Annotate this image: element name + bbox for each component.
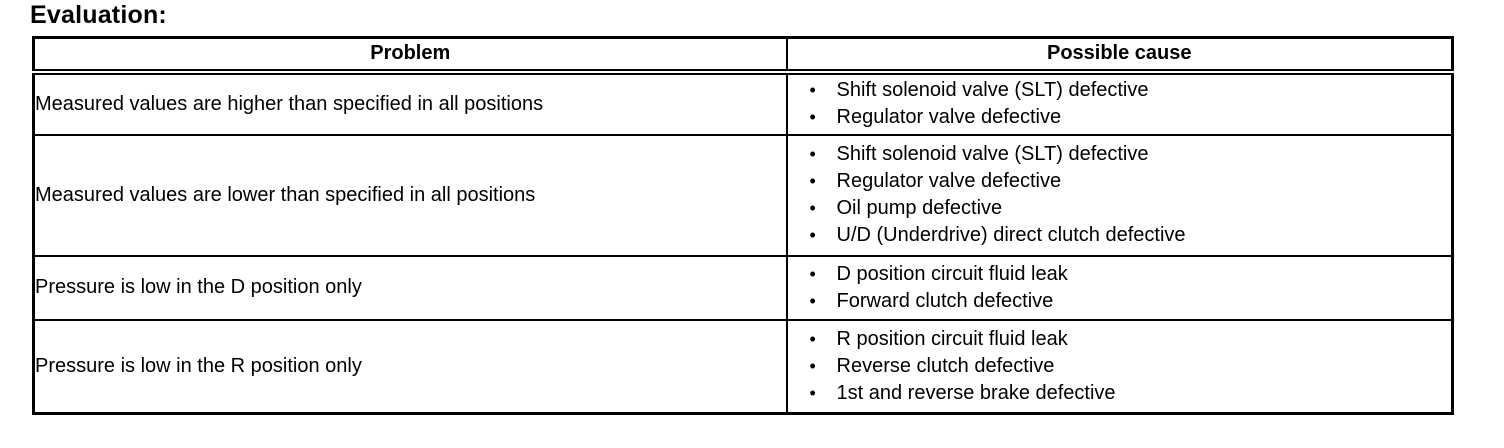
cause-text: Oil pump defective bbox=[836, 197, 1003, 219]
cause-list: • D position circuit fluid leak • Forward … bbox=[788, 261, 1452, 315]
causes-cell: • D position circuit fluid leak • Forward … bbox=[785, 254, 1454, 321]
bullet-icon: • bbox=[809, 225, 816, 245]
cause-text: 1st and reverse brake defective bbox=[836, 381, 1116, 404]
cause-item: • Regulator valve defective bbox=[788, 168, 1452, 195]
cause-item: • Forward clutch defective bbox=[788, 288, 1452, 315]
bullet-icon: • bbox=[809, 107, 816, 127]
cause-list: • Shift solenoid valve (SLT) defective • R… bbox=[788, 77, 1452, 131]
bullet-icon: • bbox=[809, 290, 816, 311]
cause-item: • Shift solenoid valve (SLT) defective bbox=[788, 77, 1452, 104]
problem-cell: Measured values are lower than specified… bbox=[32, 133, 788, 257]
bullet-icon: • bbox=[809, 198, 816, 218]
problem-cell: Pressure is low in the D position only bbox=[32, 254, 788, 321]
causes-cell: • Shift solenoid valve (SLT) defective • R… bbox=[785, 70, 1454, 136]
table-row: Measured values are lower than specified… bbox=[32, 133, 1454, 257]
cause-item: • Reverse clutch defective bbox=[788, 353, 1452, 380]
cause-item: • 1st and reverse brake defective bbox=[788, 380, 1452, 407]
cause-text: Shift solenoid valve (SLT) defective bbox=[836, 79, 1149, 101]
column-header-problem: Problem bbox=[32, 36, 788, 75]
cause-list: • Shift solenoid valve (SLT) defective • R… bbox=[788, 141, 1452, 249]
cause-text: U/D (Underdrive) direct clutch defective bbox=[836, 224, 1186, 246]
bullet-icon: • bbox=[809, 382, 816, 403]
cause-text: Reverse clutch defective bbox=[836, 354, 1055, 377]
cause-item: • Shift solenoid valve (SLT) defective bbox=[788, 141, 1452, 168]
page-title: Evaluation: bbox=[30, 1, 167, 29]
cause-text: Regulator valve defective bbox=[836, 170, 1062, 192]
causes-cell: • R position circuit fluid leak • Reverse … bbox=[785, 318, 1454, 415]
problem-cell: Pressure is low in the R position only bbox=[32, 318, 788, 415]
cause-item: • Oil pump defective bbox=[788, 195, 1452, 222]
cause-item: • Regulator valve defective bbox=[788, 104, 1452, 131]
table-row: Measured values are higher than specifie… bbox=[32, 70, 1454, 136]
table-row: Pressure is low in the R position only •… bbox=[32, 318, 1454, 415]
table-row: Pressure is low in the D position only •… bbox=[32, 254, 1454, 321]
bullet-icon: • bbox=[809, 355, 816, 376]
bullet-icon: • bbox=[809, 171, 816, 191]
problem-cell: Measured values are higher than specifie… bbox=[32, 70, 788, 136]
cause-list: • R position circuit fluid leak • Reverse … bbox=[788, 326, 1452, 407]
cause-text: R position circuit fluid leak bbox=[836, 327, 1068, 350]
bullet-icon: • bbox=[809, 263, 816, 284]
cause-item: • D position circuit fluid leak bbox=[788, 261, 1452, 288]
bullet-icon: • bbox=[809, 328, 816, 349]
cause-text: D position circuit fluid leak bbox=[836, 262, 1068, 285]
bullet-icon: • bbox=[809, 80, 816, 100]
cause-text: Forward clutch defective bbox=[836, 289, 1054, 312]
table-header-row: Problem Possible cause bbox=[32, 36, 1454, 75]
cause-text: Regulator valve defective bbox=[836, 106, 1062, 128]
cause-item: • R position circuit fluid leak bbox=[788, 326, 1452, 353]
cause-text: Shift solenoid valve (SLT) defective bbox=[836, 143, 1149, 165]
causes-cell: • Shift solenoid valve (SLT) defective • R… bbox=[785, 133, 1454, 257]
cause-item: • U/D (Underdrive) direct clutch defectiv… bbox=[788, 222, 1452, 249]
evaluation-table: Problem Possible cause Measured values a… bbox=[32, 36, 1454, 415]
bullet-icon: • bbox=[809, 144, 816, 164]
column-header-possible-cause: Possible cause bbox=[785, 36, 1454, 75]
